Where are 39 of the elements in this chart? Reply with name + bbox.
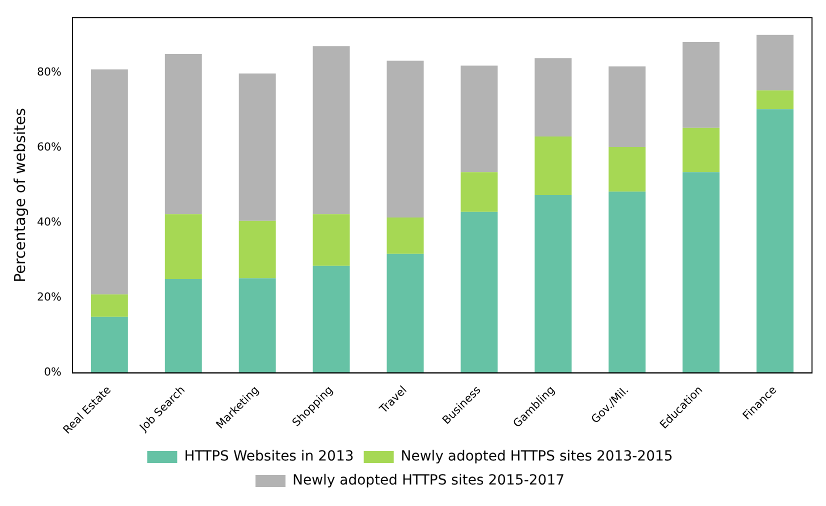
- bar: [608, 192, 646, 373]
- bar: [386, 254, 424, 373]
- y-tick-label: 0%: [44, 366, 62, 379]
- bar: [90, 316, 128, 373]
- bar: [534, 136, 572, 196]
- bar: [312, 46, 350, 214]
- bar: [90, 69, 128, 294]
- bar: [608, 147, 646, 192]
- bar: [312, 214, 350, 266]
- bar: [608, 66, 646, 148]
- bar: [534, 195, 572, 373]
- bar: [386, 218, 424, 254]
- bar: [756, 109, 794, 373]
- bar: [164, 54, 202, 214]
- legend-label: Newly adopted HTTPS sites 2013-2015: [400, 448, 673, 465]
- bar: [164, 279, 202, 373]
- bar: [238, 73, 276, 221]
- bar: [386, 60, 424, 218]
- bar: [90, 294, 128, 317]
- bar: [682, 172, 720, 373]
- bar: [238, 278, 276, 373]
- bar: [164, 214, 202, 280]
- y-tick-label: 60%: [36, 140, 62, 154]
- legend-label: Newly adopted HTTPS sites 2015-2017: [292, 472, 565, 489]
- bar: [682, 42, 720, 128]
- bar: [756, 34, 794, 90]
- y-tick-label: 40%: [36, 216, 62, 229]
- bar: [460, 172, 498, 212]
- bar: [312, 266, 350, 373]
- bar: [756, 90, 794, 110]
- y-axis-title: Percentage of websites: [10, 108, 29, 282]
- legend-label: HTTPS Websites in 2013: [184, 448, 354, 465]
- bar: [682, 128, 720, 172]
- bar: [238, 220, 276, 278]
- y-tick-label: 80%: [36, 66, 62, 79]
- y-tick-label: 20%: [36, 290, 62, 304]
- bar: [460, 212, 498, 373]
- bar: [460, 66, 498, 172]
- bar: [534, 58, 572, 137]
